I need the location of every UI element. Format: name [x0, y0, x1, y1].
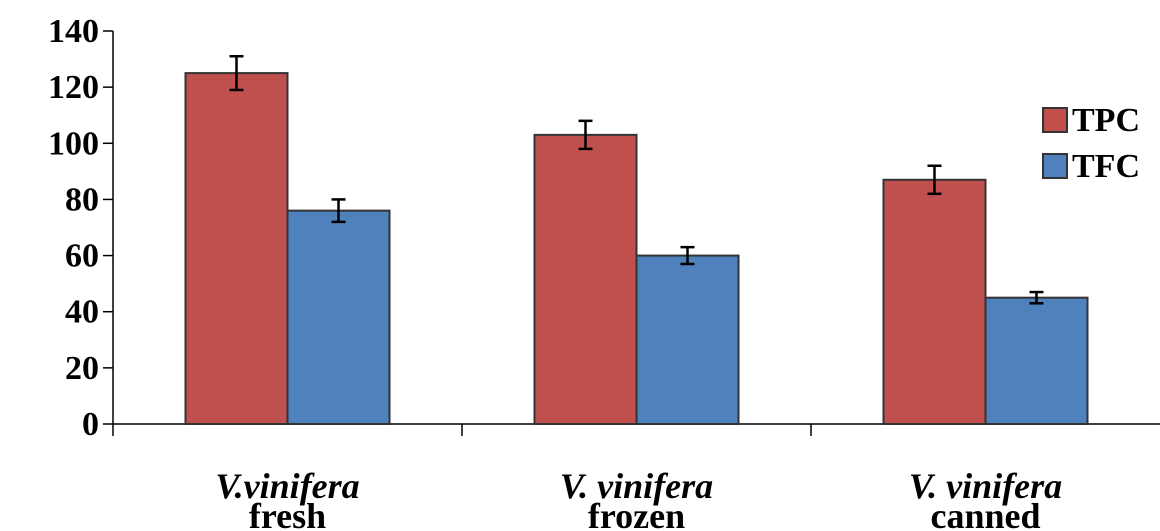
bar-tfc — [984, 296, 1089, 425]
category-label-line1: V. vinifera — [560, 466, 713, 506]
bar-tpc — [882, 178, 987, 425]
y-tick-label: 80 — [65, 181, 99, 218]
bars-group — [184, 72, 1089, 425]
legend-label-tfc: TFC — [1072, 148, 1140, 185]
category-label-line1: V.vinifera — [215, 466, 359, 506]
legend-swatch-tpc — [1042, 107, 1068, 133]
bar-tpc — [184, 72, 289, 425]
legend-label-tpc: TPC — [1072, 102, 1140, 139]
category-label-line1: V. vinifera — [909, 466, 1062, 506]
error-bars-group — [229, 55, 1044, 305]
y-tick-label: 60 — [65, 238, 99, 275]
category-label-line2: canned — [930, 496, 1040, 531]
category-label-line2: fresh — [249, 496, 326, 531]
y-tick-label: 0 — [82, 406, 99, 443]
y-tick-label: 140 — [48, 13, 99, 50]
y-axis: 0 20 40 60 80 100 120 140 — [48, 13, 114, 443]
legend: TPC TFC — [1042, 102, 1140, 185]
y-tick-label: 20 — [65, 350, 99, 387]
legend-swatch-tfc — [1042, 153, 1068, 179]
category-label-line2: frozen — [588, 496, 685, 531]
x-axis — [112, 423, 1160, 436]
y-tick-label: 100 — [48, 125, 99, 162]
bar-tfc — [286, 209, 391, 425]
y-tick-label: 40 — [65, 294, 99, 331]
bar-tpc — [533, 133, 638, 425]
bar-tfc — [635, 254, 740, 425]
y-tick-label: 120 — [48, 69, 99, 106]
